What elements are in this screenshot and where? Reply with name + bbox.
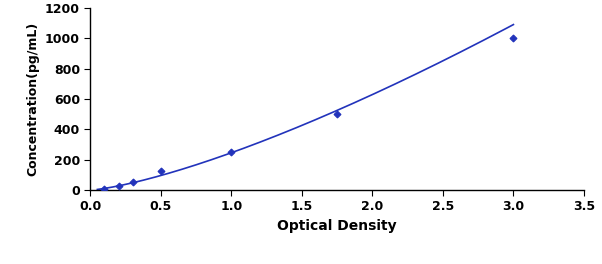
Y-axis label: Concentration(pg/mL): Concentration(pg/mL) bbox=[26, 22, 39, 176]
X-axis label: Optical Density: Optical Density bbox=[278, 219, 397, 233]
